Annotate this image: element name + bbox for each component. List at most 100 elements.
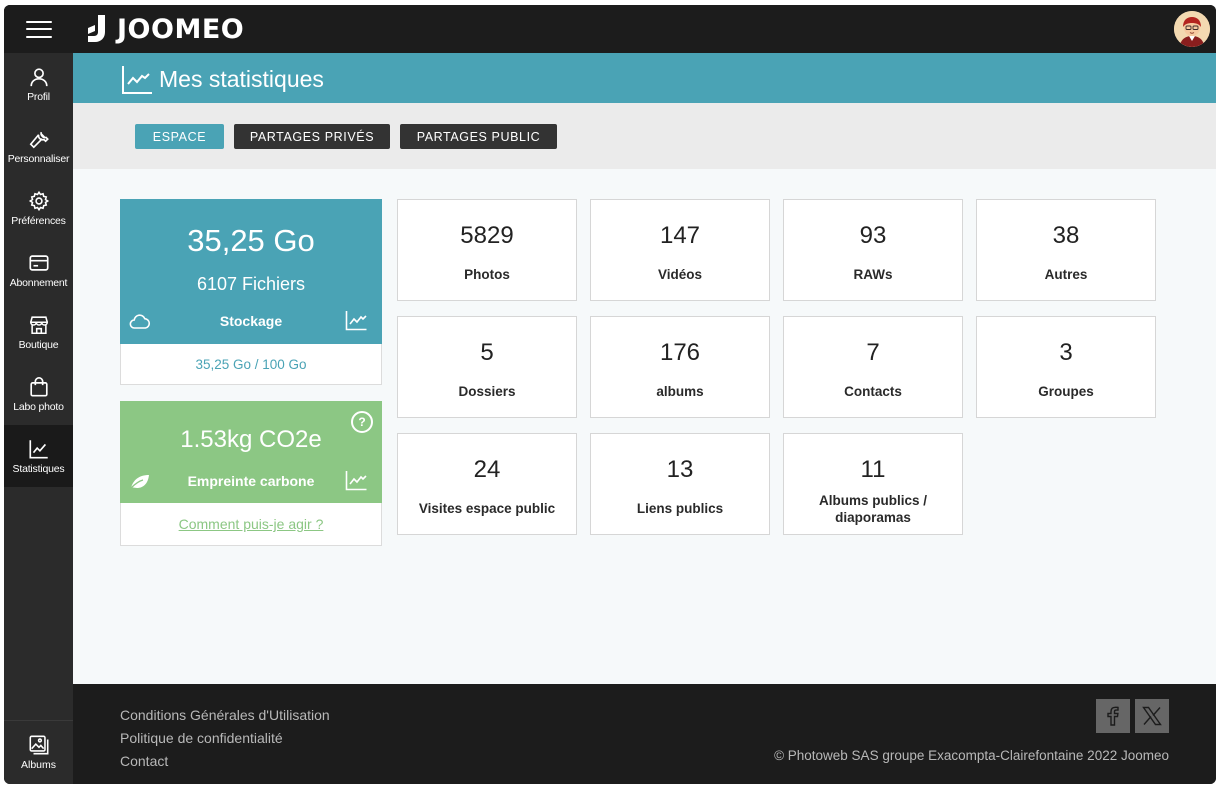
- sidebar: Profil Personnaliser Préférences Abonnem…: [4, 5, 73, 784]
- stat-tile-contacts[interactable]: 7 Contacts: [783, 316, 963, 418]
- sidebar-item-label: Personnaliser: [7, 152, 70, 165]
- sidebar-item-label: Profil: [27, 90, 50, 103]
- stat-value: 7: [866, 339, 880, 366]
- footer-link-privacy[interactable]: Politique de confidentialité: [120, 730, 283, 746]
- sidebar-item-label: Préférences: [11, 214, 66, 227]
- copyright-text: © Photoweb SAS groupe Exacompta-Clairefo…: [774, 748, 1169, 763]
- joomeo-logo-icon: [88, 15, 105, 42]
- x-icon: [1142, 706, 1162, 726]
- storage-card: 35,25 Go 6107 Fichiers Stockage 35,25 Go…: [120, 199, 382, 385]
- footer-link-cgu[interactable]: Conditions Générales d'Utilisation: [120, 707, 330, 723]
- storage-card-header: 35,25 Go 6107 Fichiers Stockage: [120, 199, 382, 344]
- sidebar-item-profil[interactable]: Profil: [4, 53, 73, 115]
- stat-label: Contacts: [844, 384, 902, 399]
- top-bar: JOOMEO: [73, 5, 1216, 53]
- app-window: Profil Personnaliser Préférences Abonnem…: [4, 5, 1216, 784]
- footer-link-contact[interactable]: Contact: [120, 753, 169, 769]
- stat-tile-liens-publics[interactable]: 13 Liens publics: [590, 433, 770, 535]
- shop-icon: [29, 315, 48, 334]
- page-header: Mes statistiques: [73, 53, 1216, 103]
- sidebar-item-boutique[interactable]: Boutique: [4, 301, 73, 363]
- stat-tile-dossiers[interactable]: 5 Dossiers: [397, 316, 577, 418]
- carbon-card-header: ? 1.53kg CO2e Empreinte carbone: [120, 401, 382, 503]
- gear-icon: [28, 190, 49, 211]
- stat-value: 3: [1059, 339, 1073, 366]
- stat-label: Liens publics: [636, 501, 724, 516]
- user-icon: [29, 67, 48, 86]
- sidebar-nav: Profil Personnaliser Préférences Abonnem…: [4, 53, 73, 487]
- stat-tile-photos[interactable]: 5829 Photos: [397, 199, 577, 301]
- cloud-icon: [129, 314, 151, 329]
- sidebar-item-label: Abonnement: [9, 276, 68, 289]
- sidebar-item-label: Albums: [20, 759, 56, 771]
- carbon-label: Empreinte carbone: [187, 473, 315, 489]
- stat-value: 13: [666, 456, 694, 483]
- tab-partages-prives[interactable]: PARTAGES PRIVÉS: [234, 124, 390, 149]
- page-title: Mes statistiques: [159, 66, 324, 92]
- leaf-icon: [130, 475, 149, 489]
- tab-espace[interactable]: ESPACE: [135, 124, 224, 149]
- stat-label: RAWs: [853, 267, 893, 282]
- stat-tile-raws[interactable]: 93 RAWs: [783, 199, 963, 301]
- chart-line-icon: [122, 66, 152, 94]
- stat-tile-autres[interactable]: 38 Autres: [976, 199, 1156, 301]
- main-content: Mes statistiques ESPACE PARTAGES PRIVÉS …: [73, 53, 1216, 684]
- help-icon[interactable]: ?: [351, 411, 373, 433]
- chart-line-icon[interactable]: [345, 470, 368, 491]
- stat-label: albums: [656, 384, 704, 399]
- album-icon: [29, 735, 48, 755]
- sidebar-item-label: Boutique: [18, 338, 59, 351]
- sidebar-item-statistiques[interactable]: Statistiques: [4, 425, 73, 487]
- sidebar-item-albums[interactable]: Albums: [4, 720, 73, 784]
- storage-usage: 35,25 Go / 100 Go: [120, 344, 382, 385]
- stat-tile-visites-espace-public[interactable]: 24 Visites espace public: [397, 433, 577, 535]
- credit-card-icon: [28, 254, 49, 271]
- footer-links: Conditions Générales d'Utilisation Polit…: [120, 704, 330, 773]
- stat-tile-videos[interactable]: 147 Vidéos: [590, 199, 770, 301]
- stat-label: Groupes: [1038, 384, 1094, 399]
- stat-label: Visites espace public: [418, 501, 556, 516]
- user-avatar-icon: [1174, 11, 1210, 47]
- storage-size: 35,25 Go: [187, 223, 315, 258]
- stat-tile-groupes[interactable]: 3 Groupes: [976, 316, 1156, 418]
- sidebar-item-preferences[interactable]: Préférences: [4, 177, 73, 239]
- stat-label: Autres: [1044, 267, 1088, 282]
- stat-value: 38: [1052, 222, 1080, 249]
- carbon-card: ? 1.53kg CO2e Empreinte carbone Comment …: [120, 401, 382, 546]
- stat-label: Albums publics / diaporamas: [818, 493, 927, 525]
- stat-label: Photos: [464, 267, 510, 282]
- wrench-icon: [29, 131, 49, 148]
- stat-value: 5829: [460, 222, 514, 249]
- facebook-button[interactable]: [1096, 699, 1130, 733]
- hamburger-icon: [25, 20, 52, 38]
- stat-tile-albums-publics[interactable]: 11 Albums publics / diaporamas: [783, 433, 963, 535]
- menu-button[interactable]: [4, 5, 73, 53]
- stat-value: 147: [659, 222, 701, 249]
- stat-value: 11: [860, 456, 886, 483]
- bag-icon: [29, 376, 48, 397]
- x-button[interactable]: [1135, 699, 1169, 733]
- sidebar-item-labo-photo[interactable]: Labo photo: [4, 363, 73, 425]
- brand-name: JOOMEO: [117, 13, 245, 45]
- chart-line-icon[interactable]: [345, 310, 368, 331]
- sidebar-item-label: Statistiques: [12, 462, 65, 475]
- brand-logo[interactable]: JOOMEO: [85, 12, 244, 46]
- sidebar-item-personnaliser[interactable]: Personnaliser: [4, 115, 73, 177]
- avatar[interactable]: [1174, 11, 1210, 47]
- stat-value: 93: [859, 222, 887, 249]
- stat-label: Vidéos: [657, 267, 703, 282]
- carbon-card-footer: Comment puis-je agir ?: [120, 503, 382, 546]
- tab-partages-public[interactable]: PARTAGES PUBLIC: [400, 124, 557, 149]
- carbon-action-link[interactable]: Comment puis-je agir ?: [178, 516, 324, 532]
- carbon-value: 1.53kg CO2e: [180, 426, 322, 453]
- storage-label: Stockage: [219, 313, 283, 329]
- sidebar-item-abonnement[interactable]: Abonnement: [4, 239, 73, 301]
- facebook-icon: [1107, 706, 1119, 726]
- tabs-bar: ESPACE PARTAGES PRIVÉS PARTAGES PUBLIC: [73, 103, 1216, 169]
- stat-value: 24: [473, 456, 501, 483]
- chart-line-icon: [28, 439, 48, 459]
- stat-label: Dossiers: [458, 384, 516, 399]
- stat-value: 5: [480, 339, 494, 366]
- stat-tile-albums[interactable]: 176 albums: [590, 316, 770, 418]
- stat-value: 176: [659, 339, 701, 366]
